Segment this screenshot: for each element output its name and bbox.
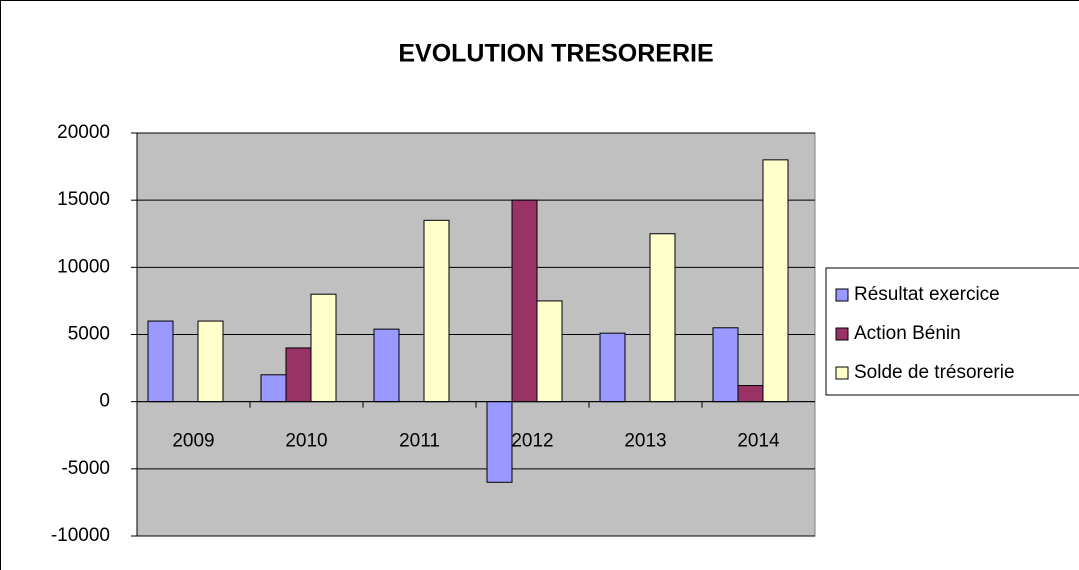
bar: [536, 300, 563, 403]
y-tick-label: 5000: [68, 324, 110, 345]
x-tick-label: 2012: [511, 431, 553, 452]
y-tick-label: -5000: [61, 458, 110, 479]
y-tick-label: 0: [99, 391, 110, 412]
legend-swatch: [835, 327, 849, 341]
x-tick-label: 2010: [285, 431, 327, 452]
bar: [285, 347, 312, 403]
legend-label: Solde de trésorerie: [854, 362, 1015, 383]
y-tick-label: 10000: [57, 256, 110, 277]
bar: [147, 320, 174, 403]
x-tick-label: 2014: [737, 431, 780, 452]
y-tick-label: -10000: [51, 525, 110, 546]
legend-label: Action Bénin: [854, 323, 961, 344]
x-tick-label: 2013: [624, 431, 666, 452]
bar: [486, 401, 513, 483]
bar: [762, 159, 789, 403]
bar: [511, 199, 538, 403]
legend-label: Résultat exercice: [854, 284, 1000, 305]
bar: [649, 233, 676, 403]
bar: [737, 385, 764, 403]
bar: [423, 219, 450, 403]
x-tick-label: 2011: [399, 431, 440, 452]
bar: [373, 328, 400, 403]
chart-title: EVOLUTION TRESORERIE: [398, 40, 713, 68]
y-tick-label: 20000: [57, 122, 110, 143]
y-tick-label: 15000: [57, 189, 110, 210]
bar: [260, 374, 287, 403]
bar: [197, 320, 224, 403]
legend-box: [825, 267, 1079, 396]
bar: [712, 327, 739, 403]
bar: [599, 332, 626, 403]
x-tick-label: 2009: [172, 431, 214, 452]
legend-swatch: [835, 366, 849, 380]
bar: [310, 293, 337, 403]
legend-swatch: [835, 288, 849, 302]
